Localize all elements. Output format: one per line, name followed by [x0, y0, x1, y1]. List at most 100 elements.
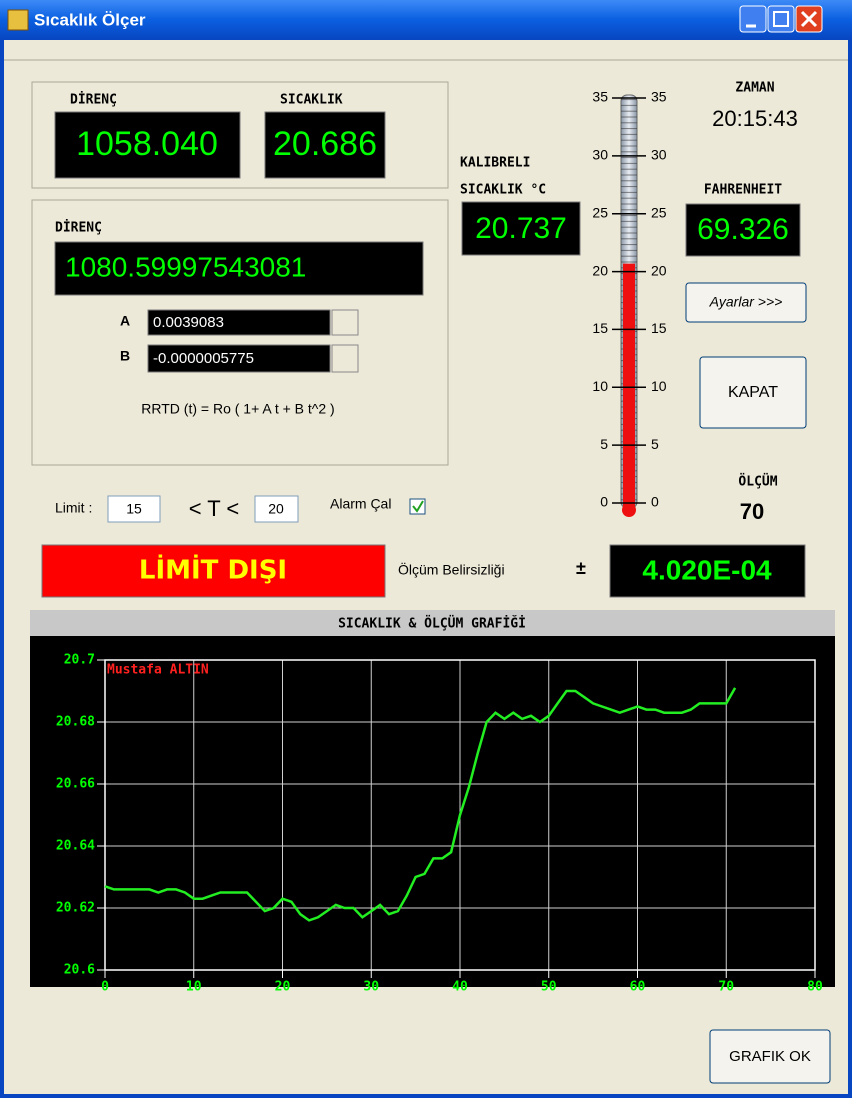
graph-ok-button[interactable] [709, 1029, 831, 1084]
input[interactable] [107, 495, 161, 523]
chart: 20.6 20.62 20.64 20.66 20.68 20.7 0 10 20 30 40 50 6… [56, 653, 823, 995]
x-tick-label: 50 [541, 980, 557, 995]
y-tick-label: 20.62 [56, 901, 95, 916]
close-icon [800, 10, 818, 28]
plot-frame [104, 659, 816, 971]
window-title: Sıcaklık Ölçer [34, 10, 146, 29]
label: FAHRENHEIT [704, 183, 782, 198]
tick-label: 25 [651, 204, 667, 220]
tick-label: 5 [651, 436, 659, 452]
annotation: Mustafa ALTIN [107, 663, 209, 678]
display-value: 1058.040 [76, 125, 218, 163]
label: B [120, 348, 130, 364]
input-value: 15 [126, 501, 142, 517]
display-value: 69.326 [697, 213, 789, 246]
input[interactable] [147, 344, 331, 373]
status-panel [41, 544, 386, 598]
display [54, 241, 424, 296]
tick-label: 30 [651, 147, 667, 163]
x-tick-label: 40 [452, 980, 468, 995]
input-value: -0.0000005775 [153, 350, 254, 367]
chart-panel [30, 610, 835, 987]
maximize-icon [773, 11, 789, 27]
close-app-button[interactable] [699, 356, 807, 429]
display-value: 1080.59997543081 [65, 251, 306, 282]
display [609, 544, 806, 598]
tick-label: 25 [592, 204, 608, 220]
label: A [120, 313, 130, 329]
button-label: KAPAT [728, 384, 778, 401]
display-value: 4.020E-04 [642, 554, 772, 585]
y-tick-label: 20.68 [56, 715, 95, 730]
label: DİRENÇ [70, 92, 117, 108]
display-value: 20.686 [273, 125, 377, 163]
tick-label: 10 [651, 378, 667, 394]
chart-title: SICAKLIK & ÖLÇÜM GRAFİĞİ [338, 616, 526, 632]
display [264, 111, 386, 179]
tick-label: 10 [592, 378, 608, 394]
display-value: 20.737 [475, 212, 567, 245]
label: Limit : [55, 500, 92, 516]
spinner[interactable] [331, 309, 359, 336]
display [54, 111, 241, 179]
tick-label: 15 [651, 320, 667, 336]
x-tick-label: 20 [275, 980, 291, 995]
status-text: LİMİT DIŞI [139, 554, 287, 586]
label: SICAKLIK °C [460, 183, 546, 198]
label: < T < [189, 496, 240, 521]
label: SICAKLIK [280, 93, 343, 108]
mercury [623, 263, 635, 508]
button-label: GRAFIK OK [729, 1048, 811, 1065]
label: DİRENÇ [55, 220, 102, 236]
label: ZAMAN [735, 81, 774, 96]
input[interactable] [147, 309, 331, 336]
series-line [104, 687, 737, 922]
input[interactable] [254, 495, 299, 523]
app-icon [7, 9, 29, 31]
spinner[interactable] [331, 344, 359, 373]
tick-label: 15 [592, 320, 608, 336]
button-label: Ayarlar >>> [709, 294, 783, 310]
display [461, 201, 581, 256]
x-tick-label: 80 [807, 980, 823, 995]
label: ± [576, 558, 586, 578]
maximize-button[interactable] [767, 5, 795, 33]
minimize-button[interactable] [739, 5, 767, 33]
x-tick-label: 30 [363, 980, 379, 995]
tick-label: 0 [600, 494, 608, 510]
group-box [31, 81, 449, 189]
tick-label: 35 [592, 89, 608, 105]
tick-label: 5 [600, 436, 608, 452]
title-bar [0, 0, 852, 40]
input-value: 0.0039083 [153, 314, 224, 331]
clock-value: 20:15:43 [712, 106, 798, 131]
x-tick-label: 10 [186, 980, 202, 995]
check [412, 500, 424, 513]
count-value: 70 [740, 499, 764, 524]
y-tick-label: 20.64 [56, 839, 95, 854]
input-value: 20 [268, 501, 284, 517]
display [685, 203, 801, 257]
tick-label: 20 [651, 262, 667, 278]
label: Ölçüm Belirsizliği [398, 561, 505, 578]
settings-button[interactable] [685, 282, 807, 323]
y-tick-label: 20.66 [56, 777, 95, 792]
formula: RRTD (t) = Ro ( 1+ A t + B t^2 ) [141, 401, 334, 417]
thermometer: 0 0 5 5 10 10 15 15 20 20 25 25 30 30 35 35 [592, 89, 667, 517]
chart-header [30, 610, 835, 636]
tick-label: 20 [592, 262, 608, 278]
label: KALIBRELI [460, 156, 530, 171]
y-tick-label: 20.6 [64, 963, 95, 978]
tick-label: 35 [651, 89, 667, 105]
x-tick-label: 60 [630, 980, 646, 995]
tick-label: 0 [651, 494, 659, 510]
x-tick-label: 70 [718, 980, 734, 995]
x-tick-label: 0 [101, 980, 109, 995]
y-tick-label: 20.7 [64, 653, 95, 668]
label: ÖLÇÜM [738, 474, 777, 490]
label: Alarm Çal [330, 496, 391, 512]
bulb [622, 503, 636, 517]
group-box [31, 199, 449, 466]
tick-label: 30 [592, 147, 608, 163]
